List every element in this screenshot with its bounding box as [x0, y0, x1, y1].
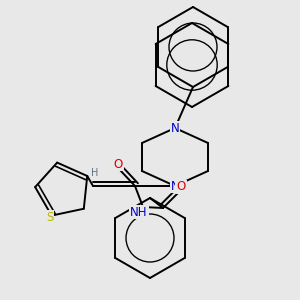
- Text: O: O: [176, 181, 186, 194]
- Text: O: O: [113, 158, 123, 170]
- Text: H: H: [91, 168, 99, 178]
- Text: S: S: [46, 211, 53, 224]
- Text: N: N: [171, 179, 179, 193]
- Text: N: N: [171, 122, 179, 134]
- Text: NH: NH: [130, 206, 148, 218]
